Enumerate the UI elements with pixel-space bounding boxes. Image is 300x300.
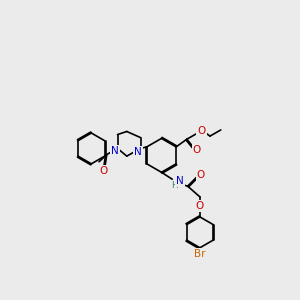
Text: H: H [171,181,178,190]
Text: Br: Br [194,249,206,259]
Text: O: O [196,169,205,180]
Text: O: O [193,145,201,155]
Text: O: O [196,201,204,211]
Text: N: N [134,147,142,157]
Text: O: O [100,166,108,176]
Text: O: O [197,126,206,136]
Text: N: N [176,176,184,186]
Text: N: N [111,146,119,157]
